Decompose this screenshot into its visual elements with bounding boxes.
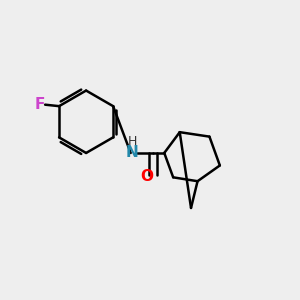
Text: F: F <box>34 97 45 112</box>
Text: N: N <box>126 146 139 160</box>
Text: O: O <box>140 169 153 184</box>
Text: H: H <box>128 135 137 148</box>
